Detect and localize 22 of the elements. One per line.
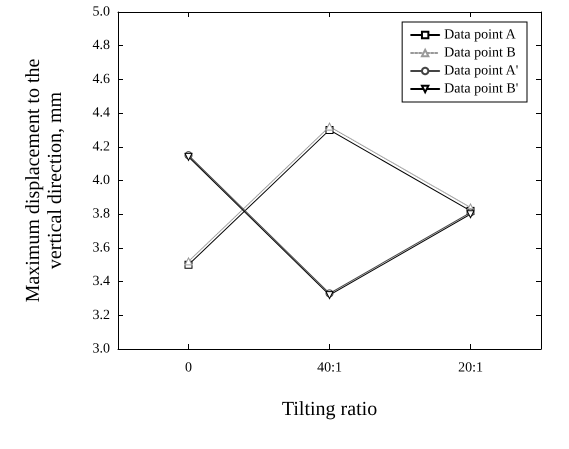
point	[184, 257, 192, 266]
y-tick-label: 4.2	[92, 139, 110, 154]
y-tick-label: 4.6	[92, 72, 110, 87]
y-tick-label: 5.0	[92, 4, 110, 20]
y-tick-label: 3.6	[92, 240, 110, 256]
legend-label: Data point B	[444, 46, 516, 60]
y-axis-title: Maximum displacement to the vertical direction, mm	[22, 58, 66, 302]
y-tick-label: 3.8	[92, 206, 110, 222]
legend-label: Data point A'	[444, 64, 518, 78]
point	[326, 122, 334, 131]
y-tick-label: 4.0	[92, 173, 110, 188]
legend-label: Data point B'	[444, 82, 518, 96]
y-tick-label: 4.4	[92, 106, 110, 121]
x-tick-label: 40:1	[317, 360, 342, 376]
legend-label: Data point A	[444, 28, 517, 42]
y-tick-label: 3.4	[92, 274, 110, 290]
y-tick-label: 4.8	[92, 38, 110, 54]
y-tick-label: 3.2	[92, 308, 110, 323]
x-tick-label: 20:1	[458, 360, 483, 376]
x-tick-label: 0	[185, 360, 192, 376]
y-tick-label: 3.0	[92, 342, 110, 356]
x-axis-title: Tilting ratio	[282, 398, 378, 420]
